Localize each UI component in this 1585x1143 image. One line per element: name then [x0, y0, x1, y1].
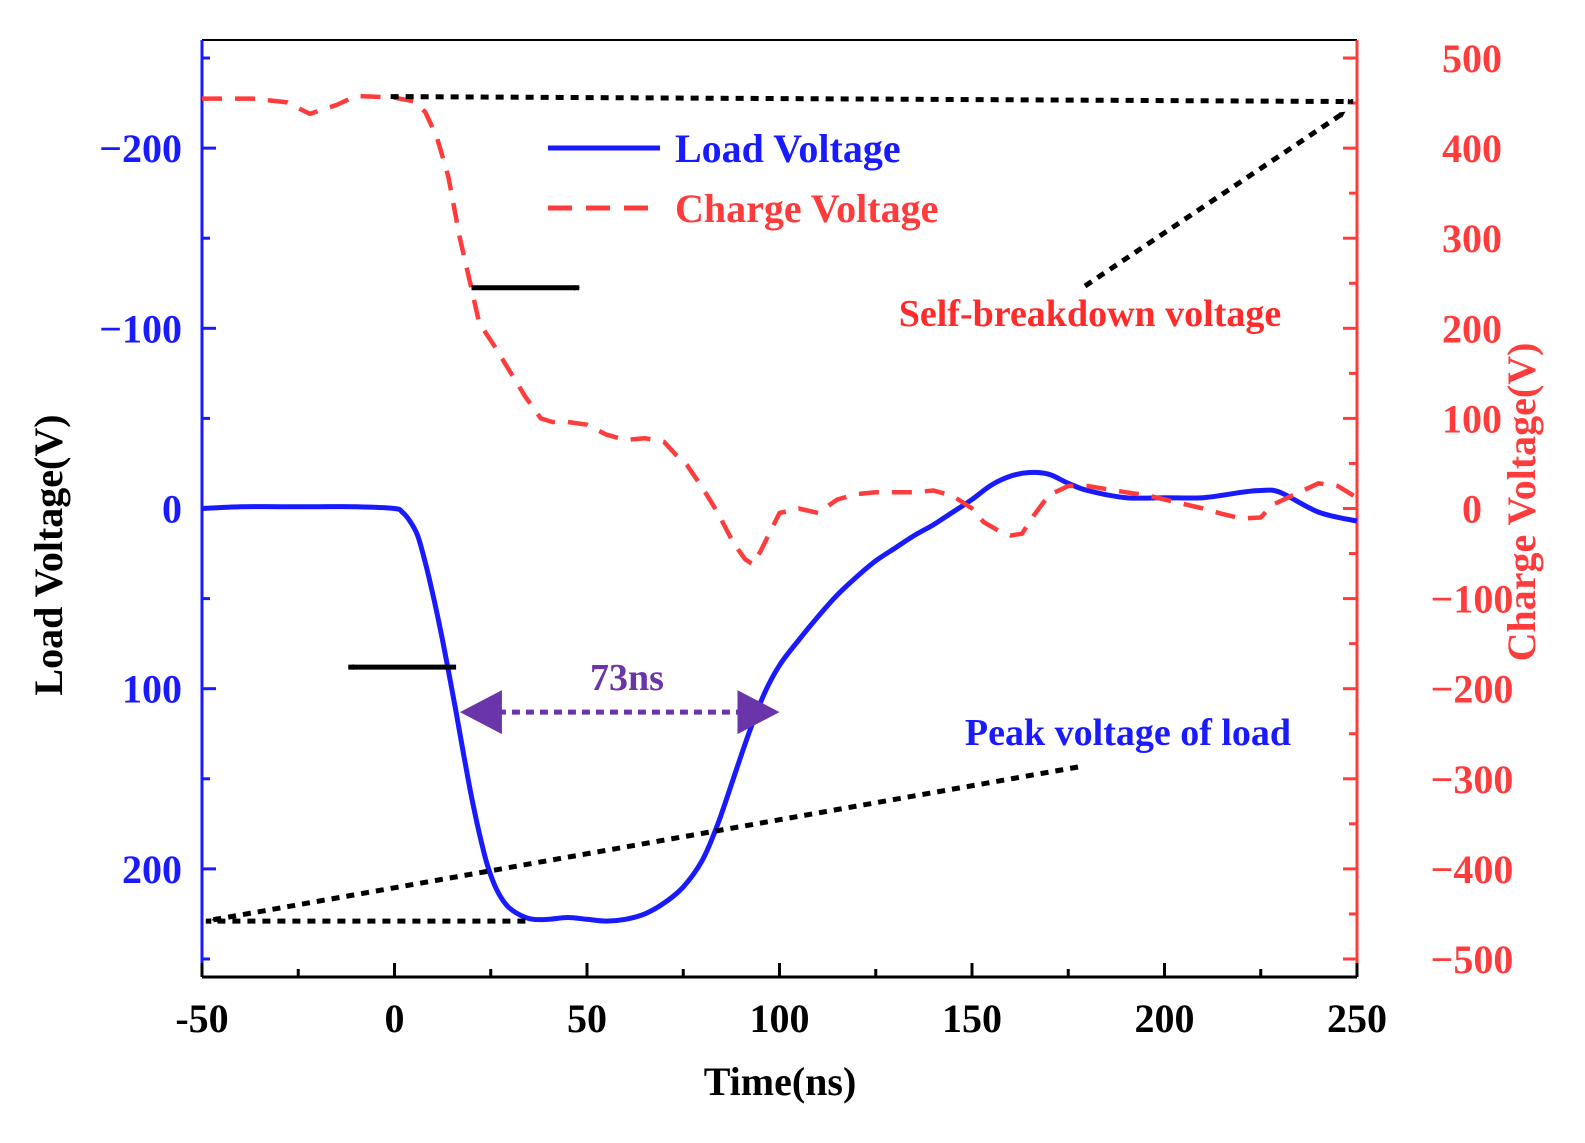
right-tick-label: 500 [1442, 36, 1502, 81]
charge-voltage-line [202, 93, 1359, 567]
x-tick-label: 0 [385, 996, 405, 1041]
annotation-layer [205, 94, 1354, 925]
right-tick-label: 200 [1442, 306, 1502, 351]
legend-load-label: Load Voltage [675, 126, 901, 171]
right-tick-label: −200 [1431, 667, 1514, 712]
legend: Load Voltage Charge Voltage [548, 126, 938, 231]
peak-voltage-label: Peak voltage of load [965, 712, 1291, 754]
left-tick-label: −200 [99, 126, 182, 171]
right-tick-label: −100 [1431, 577, 1514, 622]
right-tick-label: −400 [1431, 847, 1514, 892]
legend-charge-label: Charge Voltage [675, 186, 938, 231]
right-tick-label: 300 [1442, 216, 1502, 261]
x-tick-label: 150 [942, 996, 1002, 1041]
x-tick-label: 50 [567, 996, 607, 1041]
width-label: 73ns [590, 657, 664, 699]
left-tick-label: −100 [99, 306, 182, 351]
right-tick-label: 400 [1442, 126, 1502, 171]
load-voltage-line [201, 469, 1358, 924]
bottom-axis: -50 0 50 100 150 200 250 [175, 963, 1387, 1041]
self-breakdown-label: Self-breakdown voltage [899, 293, 1281, 335]
right-axis-title: Charge Voltage(V) [1499, 343, 1544, 662]
left-tick-label: 200 [122, 847, 182, 892]
right-axis: 500 400 300 200 100 0 −100 −200 −300 −400 −500 [1343, 36, 1513, 982]
self-breakdown-callout-arrow [1083, 109, 1347, 289]
right-tick-label: 100 [1442, 396, 1502, 441]
left-tick-label: 100 [122, 667, 182, 712]
right-tick-label: −500 [1431, 937, 1514, 982]
x-tick-label: 200 [1135, 996, 1195, 1041]
right-tick-label: −300 [1431, 757, 1514, 802]
x-tick-label: -50 [175, 996, 228, 1041]
series-layer [201, 93, 1359, 924]
width-marker-right-head [737, 690, 780, 735]
x-tick-label: 250 [1327, 996, 1387, 1041]
left-tick-label: 0 [162, 487, 182, 532]
self-breakdown-reference-line [390, 94, 1354, 105]
x-tick-label: 100 [750, 996, 810, 1041]
right-tick-label: 0 [1462, 487, 1482, 532]
peak-voltage-callout-arrow [211, 764, 1079, 923]
left-axis-title: Load Voltage(V) [26, 414, 71, 695]
x-axis-title: Time(ns) [704, 1059, 857, 1104]
width-marker-left-head [459, 690, 502, 735]
left-axis: −200 −100 0 100 200 [99, 40, 216, 977]
